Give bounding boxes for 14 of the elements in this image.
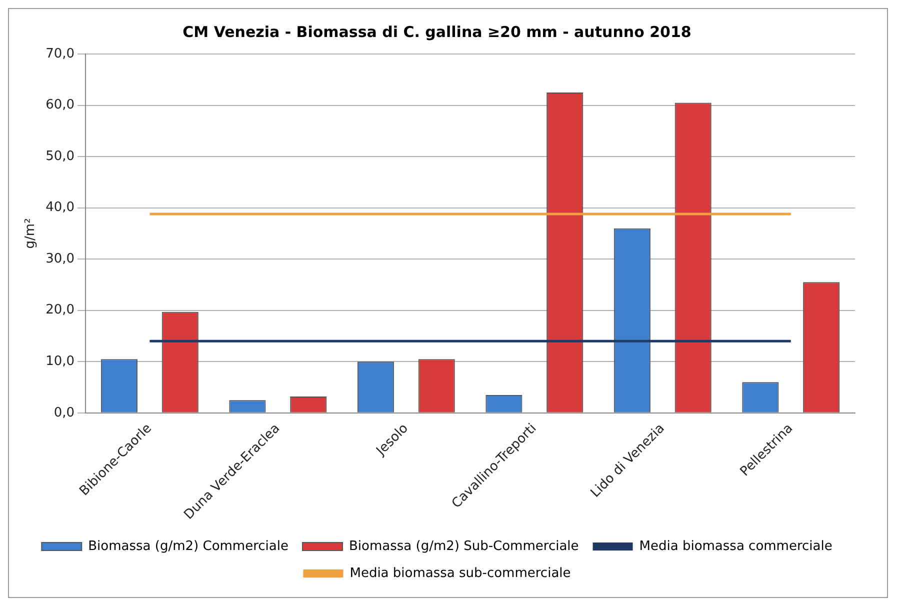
legend-label: Biomassa (g/m2) Commerciale bbox=[88, 538, 288, 554]
y-tick-label: 70,0 bbox=[46, 46, 75, 62]
y-tick-label: 40,0 bbox=[46, 200, 75, 216]
y-tick-label: 20,0 bbox=[46, 302, 75, 318]
chart-title: CM Venezia - Biomassa di C. gallina ≥20 mm - autunno 2018 bbox=[182, 22, 692, 41]
legend-label: Media biomassa commerciale bbox=[639, 538, 832, 554]
y-tick-label: 60,0 bbox=[46, 98, 75, 113]
y-tick-label: 10,0 bbox=[46, 354, 75, 370]
y-tick-label: 0,0 bbox=[54, 405, 75, 420]
legend-label: Media biomassa sub-commerciale bbox=[350, 566, 571, 581]
legend-label: Biomassa (g/m2) Sub-Commerciale bbox=[348, 538, 579, 554]
y-axis-title: g/m² bbox=[23, 218, 38, 249]
y-tick-label: 30,0 bbox=[46, 251, 75, 266]
y-tick-label: 50,0 bbox=[46, 148, 75, 164]
